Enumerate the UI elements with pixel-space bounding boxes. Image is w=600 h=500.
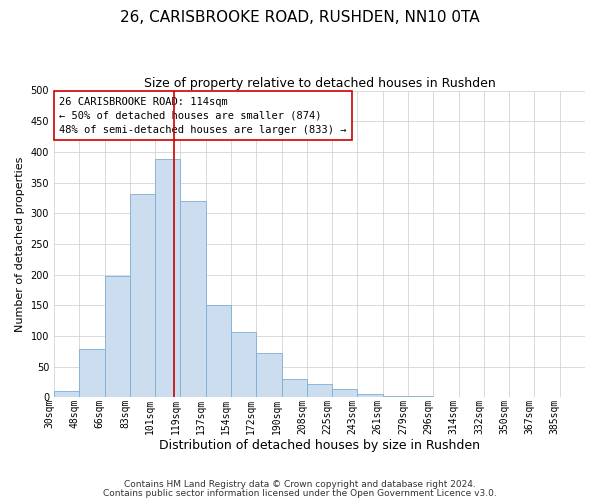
Bar <box>79 350 104 398</box>
Y-axis label: Number of detached properties: Number of detached properties <box>15 156 25 332</box>
Bar <box>206 304 231 398</box>
Bar <box>54 391 79 398</box>
Bar <box>130 194 155 398</box>
Bar <box>358 394 383 398</box>
Bar <box>104 276 130 398</box>
Text: 26 CARISBROOKE ROAD: 114sqm
← 50% of detached houses are smaller (874)
48% of se: 26 CARISBROOKE ROAD: 114sqm ← 50% of det… <box>59 96 347 134</box>
Bar <box>231 332 256 398</box>
Bar <box>181 201 206 398</box>
Title: Size of property relative to detached houses in Rushden: Size of property relative to detached ho… <box>143 78 496 90</box>
Bar <box>408 396 433 398</box>
Bar <box>256 352 281 398</box>
Text: Contains HM Land Registry data © Crown copyright and database right 2024.: Contains HM Land Registry data © Crown c… <box>124 480 476 489</box>
Bar <box>332 388 358 398</box>
X-axis label: Distribution of detached houses by size in Rushden: Distribution of detached houses by size … <box>159 440 480 452</box>
Text: 26, CARISBROOKE ROAD, RUSHDEN, NN10 0TA: 26, CARISBROOKE ROAD, RUSHDEN, NN10 0TA <box>120 10 480 25</box>
Text: Contains public sector information licensed under the Open Government Licence v3: Contains public sector information licen… <box>103 489 497 498</box>
Bar <box>281 379 307 398</box>
Bar <box>383 396 408 398</box>
Bar <box>307 384 332 398</box>
Bar <box>155 159 181 398</box>
